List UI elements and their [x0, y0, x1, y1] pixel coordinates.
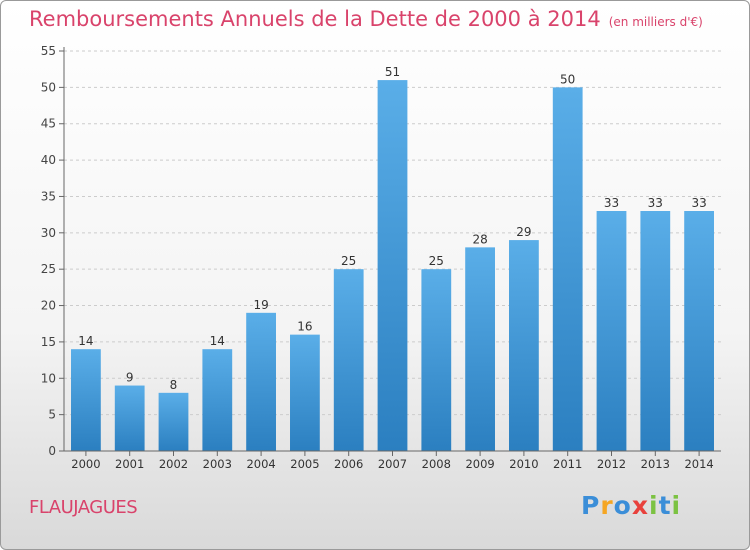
proxiti-logo: Proxiti [581, 491, 682, 520]
y-tick-label: 30 [41, 226, 56, 240]
y-tick-label: 15 [41, 335, 56, 349]
x-tick-label-2008: 2008 [422, 457, 451, 471]
x-tick-label-2014: 2014 [684, 457, 713, 471]
y-tick-label: 40 [41, 153, 56, 167]
bar-2013 [640, 211, 671, 451]
y-tick-label: 0 [48, 444, 56, 458]
title-unit: (en milliers d'€) [608, 15, 703, 29]
x-tick-label-2001: 2001 [115, 457, 144, 471]
bars: 14 9 8 14 19 16 25 51 25 28 29 50 33 33 33 [71, 65, 714, 451]
data-label-2007: 51 [385, 65, 400, 79]
data-label-2002: 8 [170, 378, 178, 392]
y-tick-label: 55 [41, 44, 56, 58]
x-tick-label-2005: 2005 [290, 457, 319, 471]
data-label-2014: 33 [691, 196, 706, 210]
data-label-2003: 14 [210, 334, 225, 348]
y-tick-label: 20 [41, 299, 56, 313]
data-label-2001: 9 [126, 371, 134, 385]
x-tick-label-2000: 2000 [71, 457, 100, 471]
x-tick-label-2010: 2010 [509, 457, 538, 471]
x-tick-label-2012: 2012 [597, 457, 626, 471]
data-label-2012: 33 [604, 196, 619, 210]
bar-2001 [114, 385, 145, 451]
page-title: Remboursements Annuels de la Dette de 20… [29, 7, 703, 31]
bar-2006 [333, 269, 364, 451]
data-label-2008: 25 [429, 254, 444, 268]
bar-2002 [158, 392, 189, 451]
x-tick-label-2013: 2013 [641, 457, 670, 471]
axes: 0 5 10 15 20 25 30 35 40 45 50 55 2000 2001 2002 2003 20… [41, 44, 721, 471]
y-tick-label: 35 [41, 189, 56, 203]
x-tick-label-2007: 2007 [378, 457, 407, 471]
bar-2004 [246, 312, 276, 451]
y-tick-label: 5 [48, 408, 56, 422]
y-tick-label: 50 [41, 80, 56, 94]
data-label-2000: 14 [78, 334, 93, 348]
y-tick-label: 10 [41, 371, 56, 385]
bar-2003 [202, 349, 233, 451]
bar-2005 [290, 334, 320, 451]
x-tick-label-2002: 2002 [159, 457, 188, 471]
data-label-2009: 28 [472, 232, 487, 246]
bar-2012 [596, 211, 627, 451]
y-tick-label: 25 [41, 262, 56, 276]
data-label-2013: 33 [648, 196, 663, 210]
bar-2007 [377, 80, 408, 451]
bar-2000 [71, 349, 101, 451]
x-tick-label-2006: 2006 [334, 457, 363, 471]
y-tick-label: 45 [41, 117, 56, 131]
bar-2009 [465, 247, 495, 451]
data-label-2005: 16 [297, 320, 312, 334]
x-tick-label-2011: 2011 [553, 457, 582, 471]
data-label-2010: 29 [516, 225, 531, 239]
data-label-2011: 50 [560, 72, 575, 86]
data-label-2006: 25 [341, 254, 356, 268]
title-text: Remboursements Annuels de la Dette de 20… [29, 7, 601, 31]
bar-2010 [509, 240, 539, 451]
x-tick-label-2003: 2003 [203, 457, 232, 471]
x-tick-label-2009: 2009 [465, 457, 494, 471]
bar-2008 [421, 269, 452, 451]
x-tick-label-2004: 2004 [246, 457, 275, 471]
bar-2011 [552, 87, 583, 451]
bar-2014 [684, 211, 714, 451]
commune-name: FLAUJAGUES [29, 497, 138, 518]
data-label-2004: 19 [253, 298, 268, 312]
